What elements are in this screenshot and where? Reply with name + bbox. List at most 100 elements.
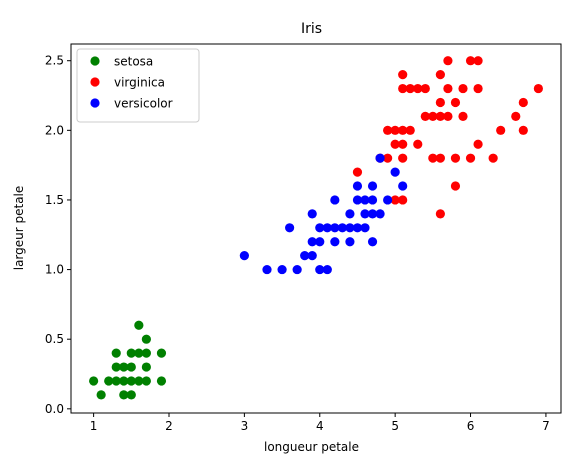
- data-point-versicolor-24: [360, 223, 370, 233]
- data-point-virginica-21: [435, 209, 445, 219]
- data-point-virginica-40: [496, 125, 506, 135]
- data-point-versicolor-8: [307, 209, 317, 219]
- legend-marker-versicolor: [90, 98, 100, 108]
- y-tick-label: 1.0: [45, 263, 64, 277]
- x-axis-label: longueur petale: [264, 440, 359, 454]
- data-point-setosa-18: [141, 348, 151, 358]
- data-point-versicolor-32: [375, 153, 385, 163]
- data-point-setosa-5: [111, 348, 121, 358]
- data-point-setosa-0: [89, 376, 99, 386]
- data-point-versicolor-2: [277, 264, 287, 275]
- data-point-setosa-9: [126, 390, 136, 400]
- data-point-virginica-4: [390, 195, 400, 205]
- x-tick-label: 4: [316, 419, 324, 433]
- data-point-versicolor-12: [322, 264, 332, 275]
- data-point-versicolor-0: [239, 251, 249, 261]
- data-point-virginica-10: [398, 125, 408, 135]
- data-point-versicolor-21: [352, 223, 363, 233]
- data-point-setosa-19: [141, 334, 151, 344]
- data-point-virginica-22: [435, 153, 445, 163]
- data-point-setosa-1: [96, 390, 106, 400]
- data-point-versicolor-15: [330, 223, 340, 233]
- data-point-virginica-7: [398, 195, 408, 205]
- data-point-setosa-3: [111, 376, 121, 386]
- data-point-virginica-36: [473, 139, 483, 149]
- legend-label-versicolor: versicolor: [114, 97, 173, 111]
- data-point-versicolor-11: [315, 223, 325, 233]
- data-point-versicolor-35: [398, 181, 408, 191]
- data-point-virginica-32: [458, 111, 468, 122]
- data-point-setosa-2: [104, 376, 114, 386]
- data-point-virginica-35: [465, 56, 476, 66]
- data-point-virginica-23: [435, 111, 445, 122]
- chart-title: Iris: [301, 21, 322, 37]
- data-point-virginica-25: [435, 70, 445, 80]
- y-tick-label: 2.5: [45, 54, 64, 68]
- data-point-versicolor-13: [322, 223, 332, 233]
- data-point-virginica-19: [428, 153, 438, 163]
- data-point-virginica-8: [398, 153, 408, 163]
- data-point-virginica-12: [398, 70, 408, 80]
- x-tick-label: 2: [165, 419, 173, 433]
- data-point-virginica-33: [458, 83, 468, 94]
- data-point-virginica-0: [352, 167, 363, 177]
- data-point-virginica-17: [420, 111, 430, 122]
- data-point-versicolor-33: [383, 195, 393, 205]
- data-point-virginica-31: [450, 97, 461, 108]
- data-point-virginica-34: [465, 153, 476, 163]
- data-point-virginica-41: [511, 111, 521, 122]
- data-point-setosa-20: [156, 376, 167, 386]
- data-point-setosa-17: [141, 362, 151, 372]
- data-point-virginica-39: [488, 153, 498, 163]
- data-point-virginica-6: [390, 125, 400, 135]
- data-point-versicolor-10: [315, 237, 325, 247]
- data-point-virginica-2: [383, 153, 393, 163]
- data-point-setosa-8: [119, 362, 129, 372]
- y-tick-label: 0.5: [45, 332, 64, 346]
- data-point-versicolor-4: [292, 264, 302, 275]
- legend-label-setosa: setosa: [114, 55, 153, 69]
- data-point-setosa-7: [119, 376, 129, 386]
- data-point-versicolor-1: [262, 264, 272, 275]
- legend: setosa virginica versicolor: [76, 48, 200, 123]
- data-point-virginica-26: [443, 111, 453, 122]
- plot-frame: [70, 43, 562, 414]
- data-point-versicolor-27: [367, 237, 378, 247]
- data-point-versicolor-31: [375, 209, 385, 219]
- data-point-versicolor-22: [352, 195, 363, 205]
- data-point-versicolor-3: [285, 223, 295, 233]
- x-tick-label: 5: [391, 419, 399, 433]
- data-point-virginica-42: [518, 125, 528, 135]
- data-point-virginica-38: [473, 56, 483, 66]
- data-point-versicolor-16: [330, 195, 340, 205]
- x-tick-label: 6: [467, 419, 475, 433]
- data-point-setosa-12: [126, 348, 136, 358]
- data-point-setosa-16: [141, 376, 151, 386]
- y-tick-label: 2.0: [45, 123, 64, 137]
- data-point-virginica-16: [413, 83, 423, 94]
- data-point-virginica-5: [390, 139, 400, 149]
- data-point-versicolor-26: [360, 195, 370, 205]
- data-point-versicolor-5: [300, 251, 310, 261]
- data-point-virginica-9: [398, 139, 408, 149]
- data-point-versicolor-29: [367, 195, 378, 205]
- data-point-versicolor-18: [345, 237, 355, 247]
- data-point-versicolor-20: [345, 209, 355, 219]
- x-tick-label: 7: [542, 419, 550, 433]
- data-point-virginica-27: [443, 83, 453, 94]
- legend-box: [76, 48, 200, 123]
- data-point-virginica-24: [435, 97, 445, 108]
- data-point-versicolor-7: [307, 237, 317, 247]
- legend-marker-setosa: [90, 56, 100, 66]
- data-point-setosa-13: [134, 376, 144, 386]
- data-point-versicolor-19: [345, 223, 355, 233]
- data-point-setosa-14: [134, 348, 144, 358]
- data-point-setosa-11: [126, 362, 136, 372]
- data-point-versicolor-30: [367, 181, 378, 191]
- data-point-setosa-6: [119, 390, 129, 400]
- data-point-virginica-30: [450, 153, 461, 163]
- data-point-virginica-29: [450, 181, 461, 191]
- y-tick-label: 1.5: [45, 193, 64, 207]
- y-axis-label: largeur petale: [12, 186, 26, 271]
